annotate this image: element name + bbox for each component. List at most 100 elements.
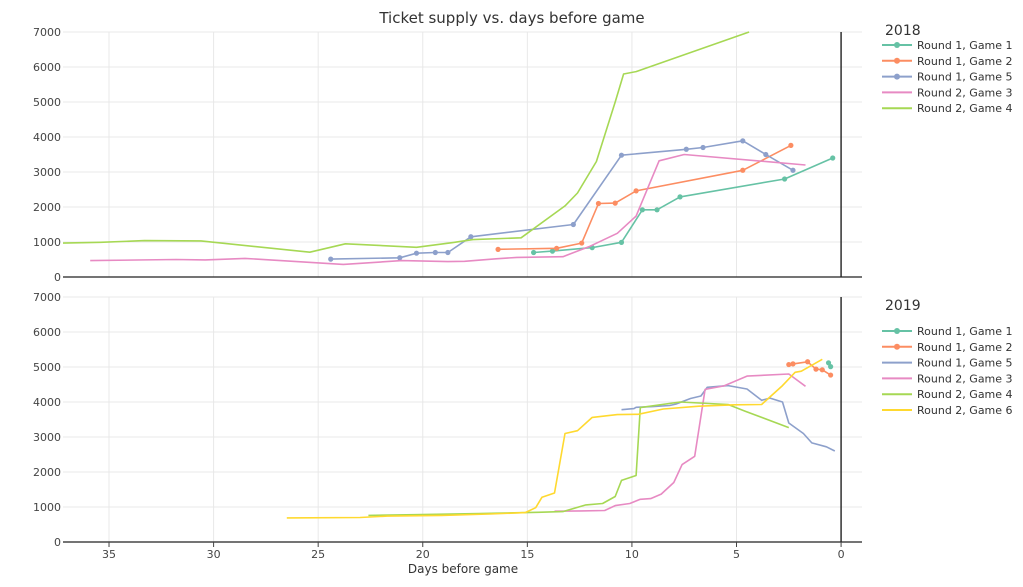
series-lines <box>63 31 836 266</box>
axes <box>63 297 862 543</box>
series-line <box>63 31 750 253</box>
legend-label: Round 2, Game 6 <box>917 404 1013 417</box>
legend-item: Round 2, Game 6 <box>882 404 1013 417</box>
x-tick-label: 15 <box>520 548 534 561</box>
legend-title: 2019 <box>885 298 921 314</box>
legend-label: Round 1, Game 1 <box>917 39 1013 52</box>
series-line <box>90 153 806 266</box>
x-gridlines <box>108 297 738 542</box>
y-tick-labels: 0 1000 2000 3000 4000 5000 6000 7000 <box>33 26 61 284</box>
legend-item: Round 1, Game 2 <box>882 55 1013 68</box>
data-point <box>633 188 639 194</box>
series-lines <box>286 358 836 519</box>
legend-2018: 2018 Round 1, Game 1 Round 1, Game 2 Round… <box>882 23 1013 115</box>
chart-title: Ticket supply vs. days before game <box>378 9 644 27</box>
data-point <box>790 167 796 173</box>
legend-item: Round 1, Game 5 <box>882 71 1013 84</box>
data-point <box>432 249 438 256</box>
x-tick-labels: 35 30 25 20 15 10 5 0 <box>102 542 845 561</box>
legend-item: Round 2, Game 4 <box>882 388 1013 401</box>
axes <box>63 32 862 278</box>
data-point <box>830 155 836 161</box>
x-tick-label: 35 <box>102 548 116 561</box>
legend-2019: 2019 Round 1, Game 1 Round 1, Game 2 Round… <box>882 298 1013 417</box>
data-point <box>828 364 834 370</box>
data-point <box>328 256 334 262</box>
y-tick-label: 5000 <box>33 96 61 109</box>
data-point <box>579 240 585 246</box>
series-line <box>286 358 823 519</box>
data-point <box>828 372 834 378</box>
legend-label: Round 1, Game 5 <box>917 357 1013 370</box>
y-tick-label: 7000 <box>33 291 61 304</box>
series-line <box>368 401 790 517</box>
y-gridlines <box>63 31 862 243</box>
data-point <box>570 221 576 228</box>
y-tick-label: 3000 <box>33 431 61 444</box>
x-tick-label: 10 <box>625 548 639 561</box>
data-point <box>740 138 746 144</box>
data-point <box>819 367 825 373</box>
legend-label: Round 1, Game 1 <box>917 325 1013 338</box>
data-point <box>549 248 556 254</box>
data-point <box>595 200 602 207</box>
legend-item: Round 2, Game 4 <box>882 102 1013 115</box>
x-tick-label: 25 <box>311 548 325 561</box>
legend-item: Round 1, Game 5 <box>882 357 1013 370</box>
legend-marker <box>894 73 900 80</box>
y-tick-label: 0 <box>54 271 61 284</box>
y-gridlines <box>63 296 862 508</box>
y-tick-labels: 0 1000 2000 3000 4000 5000 6000 7000 <box>33 291 61 549</box>
data-point <box>786 361 792 368</box>
x-axis-label: Days before game <box>408 562 518 576</box>
legend-marker <box>894 42 900 48</box>
x-tick-label: 0 <box>838 548 845 561</box>
data-point <box>554 245 560 251</box>
plot-panel-2018: 0 1000 2000 3000 4000 5000 6000 7000 <box>33 26 862 284</box>
legend-label: Round 1, Game 2 <box>917 341 1013 354</box>
legend-label: Round 2, Game 4 <box>917 388 1013 401</box>
y-tick-label: 6000 <box>33 326 61 339</box>
y-tick-label: 1000 <box>33 236 61 249</box>
legend-label: Round 2, Game 3 <box>917 86 1013 99</box>
data-point <box>825 360 832 366</box>
plot-panel-2019: 0 1000 2000 3000 4000 5000 6000 7000 35 30 25 20 15… <box>33 291 862 561</box>
legend-label: Round 2, Game 3 <box>917 372 1013 385</box>
legend-item: Round 1, Game 2 <box>882 341 1013 354</box>
legend-marker <box>894 328 900 334</box>
series-line <box>621 384 836 452</box>
data-point <box>618 152 625 158</box>
data-point <box>683 146 689 152</box>
data-point <box>639 207 645 213</box>
y-tick-label: 1000 <box>33 501 61 514</box>
data-point <box>413 250 420 256</box>
y-tick-label: 5000 <box>33 361 61 374</box>
legend-item: Round 2, Game 3 <box>882 372 1013 385</box>
y-tick-label: 2000 <box>33 466 61 479</box>
x-tick-label: 5 <box>733 548 740 561</box>
data-point <box>740 167 746 173</box>
x-tick-label: 30 <box>207 548 221 561</box>
legend-marker <box>894 57 900 64</box>
data-point <box>397 255 403 261</box>
legend-marker <box>894 343 900 350</box>
data-point <box>495 246 501 252</box>
data-point <box>612 200 618 206</box>
legend-item: Round 1, Game 1 <box>882 39 1013 52</box>
y-tick-label: 4000 <box>33 396 61 409</box>
legend-label: Round 2, Game 4 <box>917 102 1013 115</box>
data-point <box>654 207 660 213</box>
y-tick-label: 2000 <box>33 201 61 214</box>
data-point <box>468 234 474 240</box>
data-point <box>788 142 794 148</box>
y-tick-label: 0 <box>54 536 61 549</box>
data-point <box>531 249 537 256</box>
data-point <box>445 249 451 256</box>
y-tick-label: 6000 <box>33 61 61 74</box>
data-point <box>805 359 811 365</box>
data-point <box>700 144 706 151</box>
data-point <box>677 194 683 200</box>
x-tick-label: 20 <box>416 548 430 561</box>
data-point <box>763 151 769 158</box>
